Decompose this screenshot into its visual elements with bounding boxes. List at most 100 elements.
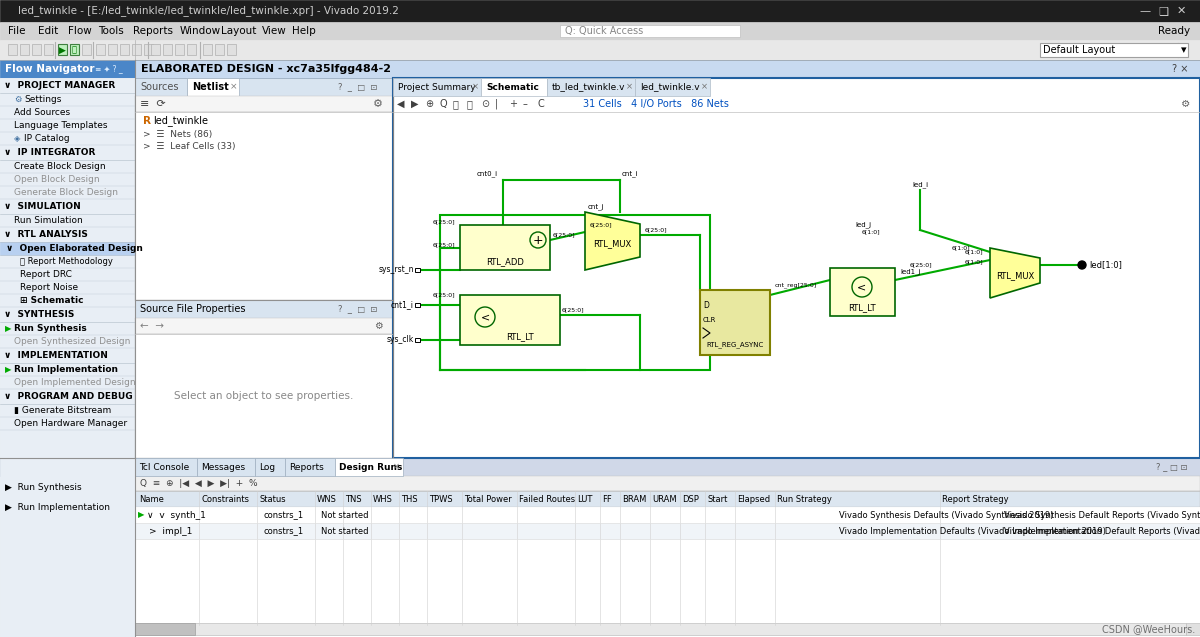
Bar	[187, 78, 239, 96]
Text: ⚙: ⚙	[1181, 99, 1190, 109]
Text: ×: ×	[472, 83, 479, 92]
Bar	[144, 44, 154, 55]
Circle shape	[530, 232, 546, 248]
Text: Vivado Implementation Defaults (Vivado Implementation 2019): Vivado Implementation Defaults (Vivado I…	[839, 527, 1106, 536]
Text: Open Synthesized Design: Open Synthesized Design	[14, 337, 131, 346]
Text: ×: ×	[230, 83, 238, 92]
Bar	[1040, 43, 1188, 57]
Bar	[830, 268, 895, 316]
Bar	[394, 112, 1200, 458]
Text: Flow: Flow	[68, 26, 91, 36]
Text: ❑: ❑	[1158, 6, 1168, 16]
Text: 6[25:0]: 6[25:0]	[432, 292, 455, 297]
Text: Add Sources: Add Sources	[14, 108, 70, 117]
Text: File: File	[8, 26, 25, 36]
Bar	[0, 93, 134, 106]
Text: TPWS: TPWS	[430, 494, 452, 503]
Bar	[0, 60, 134, 78]
Text: Run Strategy: Run Strategy	[778, 494, 832, 503]
Circle shape	[475, 307, 496, 327]
Text: ⊕: ⊕	[425, 99, 433, 109]
Bar	[0, 173, 134, 186]
Text: Edit: Edit	[38, 26, 59, 36]
Text: RTL_MUX: RTL_MUX	[593, 240, 631, 248]
Bar	[134, 623, 194, 635]
Bar	[96, 44, 106, 55]
Text: ▾: ▾	[1181, 45, 1187, 55]
Text: <: <	[480, 312, 490, 322]
Bar	[547, 78, 635, 96]
Bar	[134, 476, 1200, 637]
Circle shape	[852, 277, 872, 297]
Text: ×: ×	[701, 83, 708, 92]
Bar	[163, 44, 172, 55]
Text: ∨  PROGRAM AND DEBUG: ∨ PROGRAM AND DEBUG	[4, 392, 133, 401]
Text: Q  ≡  ⊕  |◀  ◀  ▶  ▶|  +  %: Q ≡ ⊕ |◀ ◀ ▶ ▶| + %	[140, 479, 258, 488]
Text: sys_rst_n: sys_rst_n	[378, 266, 414, 275]
Bar	[0, 268, 134, 281]
Bar	[32, 44, 41, 55]
Text: Reports: Reports	[289, 462, 324, 471]
Text: ▶  Run Implementation: ▶ Run Implementation	[5, 503, 110, 513]
Bar	[227, 44, 236, 55]
Text: Q: Q	[439, 99, 446, 109]
Text: ◈: ◈	[14, 134, 20, 143]
Bar	[134, 491, 1200, 507]
Text: Run Simulation: Run Simulation	[14, 216, 83, 225]
Text: Run Implementation: Run Implementation	[14, 365, 118, 374]
Text: ?  _  □  ⊡: ? _ □ ⊡	[338, 304, 377, 313]
Text: 6[25:0]: 6[25:0]	[562, 308, 584, 313]
Bar	[120, 44, 130, 55]
Bar	[8, 44, 17, 55]
Bar	[20, 44, 29, 55]
Bar	[0, 186, 134, 199]
Text: Default Layout: Default Layout	[1043, 45, 1115, 55]
Text: cnt_i: cnt_i	[622, 170, 638, 177]
Text: ⚙: ⚙	[374, 321, 383, 331]
Bar	[0, 199, 134, 214]
Text: Q: Quick Access: Q: Quick Access	[565, 26, 643, 36]
Text: ✕: ✕	[1176, 6, 1186, 16]
Text: Tcl Console: Tcl Console	[139, 462, 190, 471]
Bar	[0, 294, 134, 307]
Bar	[0, 363, 134, 376]
Text: ∨  IMPLEMENTATION: ∨ IMPLEMENTATION	[4, 351, 108, 360]
Text: Ready: Ready	[1158, 26, 1190, 36]
Text: Not started: Not started	[322, 510, 368, 520]
Text: ∨  SYNTHESIS: ∨ SYNTHESIS	[4, 310, 74, 319]
Text: D: D	[703, 301, 709, 310]
Text: cnt_j: cnt_j	[588, 204, 605, 210]
Bar	[560, 25, 740, 37]
Text: ∨  v  synth_1: ∨ v synth_1	[148, 510, 206, 520]
Bar	[134, 78, 394, 96]
Bar	[0, 22, 1200, 40]
Text: Create Block Design: Create Block Design	[14, 162, 106, 171]
Text: +: +	[509, 99, 517, 109]
Text: led1_j: led1_j	[900, 269, 920, 275]
Bar	[0, 78, 134, 93]
Text: CLR: CLR	[703, 317, 716, 323]
Text: Total Power: Total Power	[464, 494, 511, 503]
Text: Log: Log	[259, 462, 275, 471]
Bar	[0, 227, 134, 242]
Text: Layout: Layout	[221, 26, 257, 36]
Bar	[151, 44, 160, 55]
Text: ⊞ Schematic: ⊞ Schematic	[20, 296, 84, 305]
Text: Window: Window	[180, 26, 221, 36]
Text: Report DRC: Report DRC	[20, 270, 72, 279]
Bar	[256, 458, 286, 476]
Text: Open Hardware Manager: Open Hardware Manager	[14, 419, 127, 428]
Bar	[286, 458, 335, 476]
Bar	[460, 295, 560, 345]
Bar	[0, 376, 134, 389]
Text: cnt0_i: cnt0_i	[476, 170, 498, 177]
Bar	[134, 623, 1186, 635]
Text: THS: THS	[401, 494, 418, 503]
Text: FF: FF	[602, 494, 612, 503]
Text: Settings: Settings	[24, 95, 61, 104]
Text: >  impl_1: > impl_1	[149, 527, 192, 536]
Bar	[394, 96, 1200, 112]
Text: led_i: led_i	[912, 182, 928, 189]
Text: CSDN @WeeHours.: CSDN @WeeHours.	[1102, 624, 1195, 634]
Text: 6[1:0]: 6[1:0]	[952, 245, 971, 250]
